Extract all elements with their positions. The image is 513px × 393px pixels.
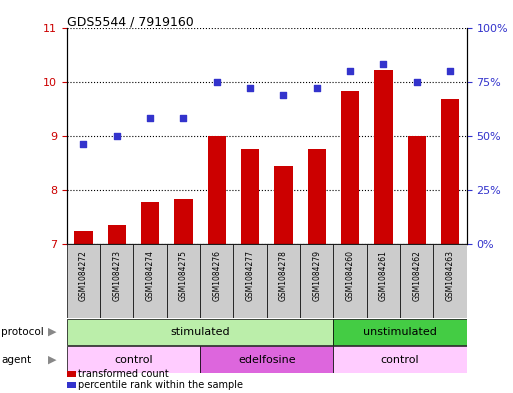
Point <box>179 115 187 121</box>
Bar <box>367 244 400 318</box>
Bar <box>208 136 226 244</box>
Bar <box>308 149 326 244</box>
Point <box>146 115 154 121</box>
Bar <box>67 319 333 345</box>
Text: agent: agent <box>1 354 31 365</box>
Text: GSM1084273: GSM1084273 <box>112 250 121 301</box>
Bar <box>333 346 467 373</box>
Bar <box>267 244 300 318</box>
Text: GSM1084275: GSM1084275 <box>179 250 188 301</box>
Text: control: control <box>381 354 420 365</box>
Bar <box>333 319 467 345</box>
Text: GSM1084272: GSM1084272 <box>79 250 88 301</box>
Bar <box>200 346 333 373</box>
Text: percentile rank within the sample: percentile rank within the sample <box>78 380 243 390</box>
Text: GSM1084262: GSM1084262 <box>412 250 421 301</box>
Text: stimulated: stimulated <box>170 327 230 337</box>
Bar <box>174 199 192 244</box>
Text: protocol: protocol <box>1 327 44 337</box>
Point <box>79 141 87 147</box>
Text: GSM1084279: GSM1084279 <box>312 250 321 301</box>
Bar <box>233 244 267 318</box>
Point <box>112 132 121 139</box>
Text: edelfosine: edelfosine <box>238 354 295 365</box>
Bar <box>108 225 126 244</box>
Point <box>279 91 287 97</box>
Text: GSM1084274: GSM1084274 <box>146 250 154 301</box>
Text: GSM1084276: GSM1084276 <box>212 250 221 301</box>
Bar <box>200 244 233 318</box>
Bar <box>141 202 159 244</box>
Text: GSM1084263: GSM1084263 <box>446 250 455 301</box>
Bar <box>441 99 459 244</box>
Point <box>246 85 254 91</box>
Text: unstimulated: unstimulated <box>363 327 437 337</box>
Point <box>346 68 354 74</box>
Bar <box>300 244 333 318</box>
Point <box>446 68 454 74</box>
Bar <box>333 244 367 318</box>
Bar <box>67 346 200 373</box>
Bar <box>100 244 133 318</box>
Bar <box>167 244 200 318</box>
Text: ▶: ▶ <box>48 327 56 337</box>
Bar <box>433 244 467 318</box>
Bar <box>408 136 426 244</box>
Text: GSM1084278: GSM1084278 <box>279 250 288 301</box>
Bar <box>74 231 92 244</box>
Bar <box>374 70 392 244</box>
Text: GSM1084277: GSM1084277 <box>246 250 254 301</box>
Point <box>312 85 321 91</box>
Point <box>412 78 421 84</box>
Bar <box>133 244 167 318</box>
Text: control: control <box>114 354 153 365</box>
Bar <box>67 244 100 318</box>
Text: GSM1084261: GSM1084261 <box>379 250 388 301</box>
Bar <box>341 91 359 244</box>
Point <box>212 78 221 84</box>
Bar <box>241 149 259 244</box>
Text: ▶: ▶ <box>48 354 56 365</box>
Text: transformed count: transformed count <box>78 369 169 379</box>
Text: GSM1084260: GSM1084260 <box>346 250 354 301</box>
Text: GDS5544 / 7919160: GDS5544 / 7919160 <box>67 16 193 29</box>
Bar <box>400 244 433 318</box>
Bar <box>274 166 292 244</box>
Point <box>379 61 388 67</box>
